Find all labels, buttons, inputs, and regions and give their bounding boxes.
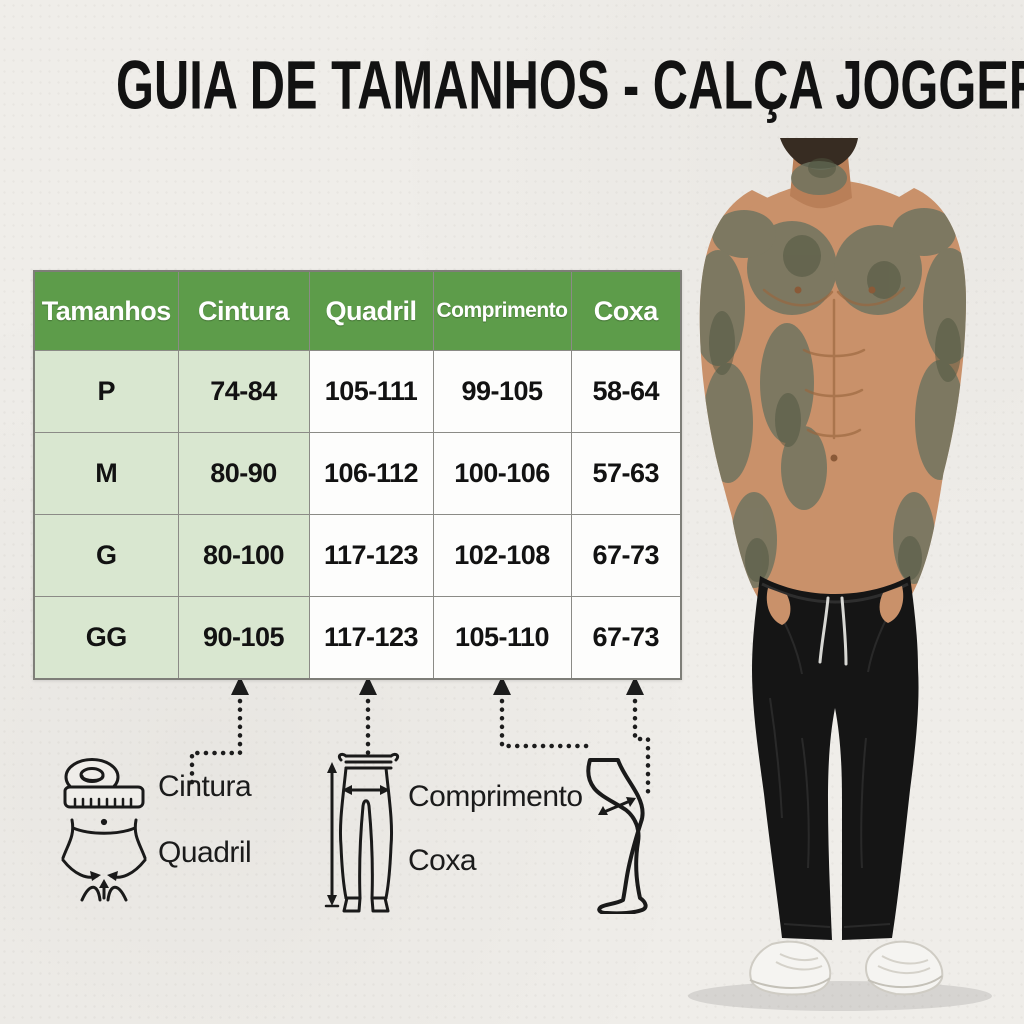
cell-size: G [33, 514, 179, 597]
cell-comprimento: 100-106 [432, 432, 572, 515]
table-row-p: P 74-84 105-111 99-105 58-64 [33, 350, 682, 433]
cell-cintura: 90-105 [177, 596, 310, 680]
header-tamanhos: Tamanhos [33, 270, 179, 351]
tattooed-torso [699, 138, 966, 604]
header-quadril: Quadril [308, 270, 434, 351]
cell-comprimento: 105-110 [432, 596, 572, 680]
floor-shadow [688, 981, 992, 1011]
cell-cintura: 80-90 [177, 432, 310, 515]
model-photo [652, 138, 1016, 1018]
page-title: GUIA DE TAMANHOS - CALÇA JOGGER [116, 46, 1024, 124]
legend-label-quadril: Quadril [158, 836, 252, 869]
cell-quadril: 117-123 [308, 596, 434, 680]
cell-coxa: 67-73 [570, 514, 682, 597]
leg-side-icon [586, 758, 648, 916]
measuring-tape-icon [63, 758, 145, 809]
legend-label-cintura: Cintura [158, 770, 252, 803]
cell-comprimento: 102-108 [432, 514, 572, 597]
legend-label-comprimento: Comprimento [408, 780, 583, 813]
header-comprimento: Comprimento [432, 270, 572, 351]
cell-quadril: 117-123 [308, 514, 434, 597]
cell-size: P [33, 350, 179, 433]
table-row-gg: GG 90-105 117-123 105-110 67-73 [33, 596, 682, 680]
cell-cintura: 80-100 [177, 514, 310, 597]
table-row-m: M 80-90 106-112 100-106 57-63 [33, 432, 682, 515]
pants-measurement-icon [324, 752, 400, 913]
legend-label-coxa: Coxa [408, 844, 477, 877]
table-header-row: Tamanhos Cintura Quadril Comprimento Cox… [33, 270, 682, 351]
cell-coxa: 58-64 [570, 350, 682, 433]
table-row-g: G 80-100 117-123 102-108 67-73 [33, 514, 682, 597]
hips-icon [61, 818, 147, 902]
cell-coxa: 67-73 [570, 596, 682, 680]
cell-quadril: 105-111 [308, 350, 434, 433]
cell-cintura: 74-84 [177, 350, 310, 433]
cell-quadril: 106-112 [308, 432, 434, 515]
header-coxa: Coxa [570, 270, 682, 351]
title-container: GUIA DE TAMANHOS - CALÇA JOGGER [0, 47, 1024, 123]
comprimento-dotted-connector [499, 698, 595, 749]
cell-size: M [33, 432, 179, 515]
header-cintura: Cintura [177, 270, 310, 351]
size-table: Tamanhos Cintura Quadril Comprimento Cox… [33, 270, 682, 680]
cell-comprimento: 99-105 [432, 350, 572, 433]
white-sneakers [749, 940, 944, 996]
cell-size: GG [33, 596, 179, 680]
jogger-pants [752, 576, 919, 940]
